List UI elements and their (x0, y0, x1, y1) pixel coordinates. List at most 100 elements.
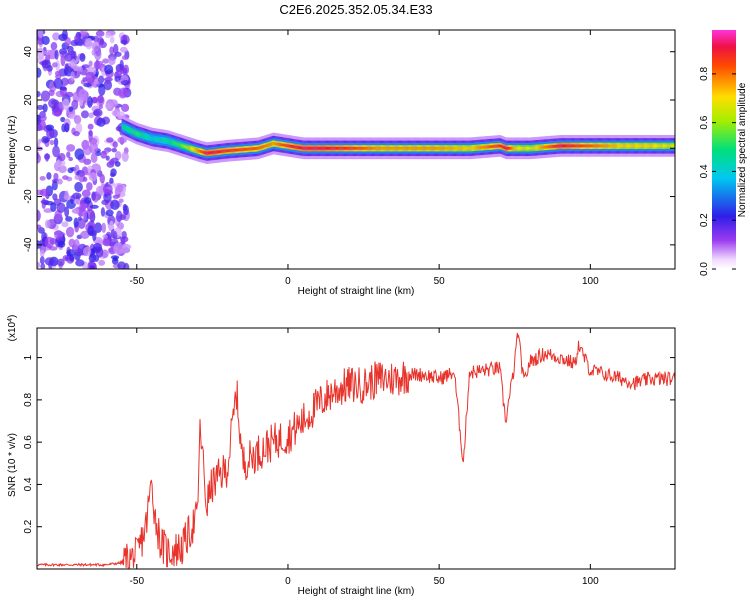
ridge-cell (419, 146, 421, 150)
ridge-cell (304, 146, 307, 150)
noise-blob (74, 175, 81, 181)
ridge-cell (198, 149, 201, 153)
ridge-cell (247, 147, 249, 151)
ridge-cell (464, 146, 466, 150)
ridge-cell (334, 146, 336, 150)
ridge-cell (651, 144, 654, 148)
ridge-cell (343, 146, 346, 150)
ridge-cell (235, 148, 238, 152)
ridge-cell (405, 146, 407, 150)
ridge-cell (495, 144, 497, 148)
ridge-cell (180, 144, 183, 147)
snr-panel: -50 0 50 100 0.2 0.4 0.6 0.8 1 Height of straig… (7, 315, 676, 597)
ridge-cell (596, 144, 599, 148)
ridge-cell (557, 144, 559, 148)
noise-blob (90, 152, 98, 164)
ridge-cell (306, 146, 309, 150)
y-tick-label: 0 (23, 145, 34, 151)
ridge-cell (194, 148, 196, 152)
ridge-cell (555, 144, 557, 148)
noise-blob (60, 116, 66, 123)
ridge-cell (302, 146, 304, 150)
ridge-cell (442, 146, 444, 150)
ridge-cell (283, 143, 285, 147)
ridge-cell (446, 146, 448, 150)
x-tick-label: 100 (582, 576, 599, 587)
ridge-cell (602, 144, 604, 148)
ridge-cell (521, 146, 523, 150)
ridge-cell (298, 146, 300, 149)
noise-blob (93, 222, 103, 234)
ridge-cell (625, 144, 627, 148)
ridge-cell (526, 146, 529, 150)
ridge-cell (316, 146, 318, 150)
ridge-cell (612, 144, 615, 148)
noise-blob (88, 112, 94, 119)
ridge-cell (616, 144, 619, 148)
ridge-cell (517, 146, 519, 150)
ridge-cell (221, 149, 223, 153)
noise-blob (44, 257, 55, 266)
colorbar-tick-label: 0.2 (699, 213, 710, 227)
noise-blob (93, 60, 101, 70)
ridge-cell (130, 129, 132, 133)
noise-blob (40, 199, 50, 204)
ridge-cell (305, 146, 308, 150)
ridge-cell (275, 142, 277, 146)
ridge-cell (430, 146, 432, 150)
ridge-cell (350, 146, 352, 150)
ridge-cell (398, 146, 401, 150)
ridge-cell (452, 146, 455, 150)
noise-blob (73, 114, 82, 125)
ridge-cell (403, 146, 405, 150)
ridge-cell (132, 130, 134, 134)
ridge-cell (633, 144, 636, 148)
ridge-cell (128, 128, 130, 132)
ridge-cell (487, 145, 490, 149)
ridge-cell (248, 147, 250, 151)
noise-blob (114, 161, 121, 167)
noise-blob (109, 220, 114, 231)
ridge-cell (321, 146, 323, 150)
y-tick-label: 0.8 (23, 392, 34, 406)
ridge-cell (365, 146, 367, 150)
ridge-cell (391, 146, 393, 150)
ridge-cell (362, 146, 365, 150)
ridge-cell (172, 141, 174, 145)
ridge-cell (267, 143, 270, 147)
ridge-cell (597, 144, 600, 148)
ridge-cell (396, 146, 399, 150)
ridge-cell (245, 147, 247, 151)
noise-blob (37, 142, 41, 147)
ridge-cell (314, 146, 316, 150)
noise-blob (117, 261, 126, 269)
ridge-cell (547, 145, 549, 149)
ridge-cell (296, 145, 298, 149)
ridge-cell (184, 145, 186, 148)
ridge-cell (471, 146, 474, 150)
noise-blob (45, 124, 55, 131)
noise-blob (112, 231, 118, 239)
ridge-cell (635, 144, 638, 148)
ridge-cell (337, 146, 339, 150)
ridge-cell (536, 146, 538, 150)
ridge-cell (259, 146, 261, 150)
ridge-cell (336, 146, 338, 150)
spectrogram-x-ticks: -50 0 50 100 (130, 30, 599, 287)
ridge-cell (624, 144, 626, 148)
ridge-cell (459, 146, 461, 150)
ridge-cell (260, 146, 262, 149)
ridge-cell (168, 139, 170, 143)
ridge-cell (537, 146, 539, 150)
ridge-cell (664, 144, 666, 148)
ridge-cell (562, 144, 565, 148)
ridge-cell (425, 146, 427, 150)
ridge-cell (225, 149, 227, 153)
noise-blob (59, 48, 68, 55)
noise-blob (109, 100, 119, 108)
ridge-cell (496, 144, 498, 148)
ridge-cell (288, 144, 291, 148)
ridge-cell (475, 146, 477, 150)
noise-blob (86, 182, 93, 191)
spectrogram-heat-layer (37, 30, 675, 269)
